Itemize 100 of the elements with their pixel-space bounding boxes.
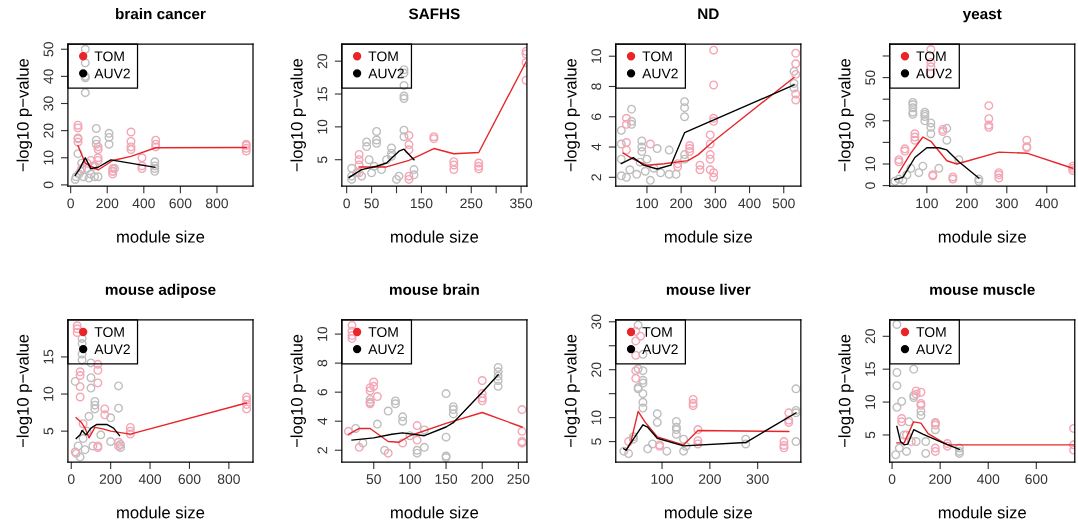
- x-tick-label: 500: [772, 198, 795, 209]
- y-tick-label: 10: [43, 386, 54, 401]
- x-axis-title: module size: [117, 506, 205, 519]
- x-axis-title: module size: [664, 506, 753, 519]
- x-tick-label: 200: [929, 474, 952, 485]
- x-tick-label: 50: [364, 198, 379, 209]
- legend-label: TOM: [642, 51, 672, 62]
- x-tick-label: 200: [99, 474, 122, 485]
- legend-label: TOM: [916, 327, 946, 337]
- x-tick-label: 800: [205, 198, 229, 209]
- y-tick-label: 5: [317, 156, 328, 164]
- y-tick-label: 5: [865, 431, 876, 439]
- x-tick-label: 300: [704, 198, 727, 209]
- y-tick-label: 15: [317, 86, 328, 101]
- x-tick-label: 800: [217, 474, 240, 485]
- x-tick-label: 0: [343, 198, 350, 209]
- x-axis-title: module size: [391, 506, 479, 519]
- y-tick-label: 20: [43, 123, 54, 138]
- legend-label: TOM: [368, 51, 398, 62]
- legend-label: TOM: [94, 327, 124, 337]
- chart-title: mouse liver: [666, 283, 751, 296]
- y-tick-label: 2: [591, 174, 602, 181]
- x-tick-label: 300: [746, 474, 769, 485]
- chart-title: SAFHS: [408, 8, 460, 20]
- y-axis-title: −log10 p−value: [838, 58, 854, 172]
- y-tick-label: 5: [43, 427, 54, 435]
- y-tick-label: 8: [591, 83, 602, 90]
- legend-label: AUV2: [94, 344, 130, 355]
- y-tick-label: 0: [43, 181, 54, 189]
- y-tick-label: 0: [865, 182, 876, 189]
- y-tick-label: 20: [865, 329, 876, 344]
- y-tick-label: 30: [43, 96, 54, 111]
- y-tick-label: 20: [591, 362, 602, 377]
- chart-title: mouse adipose: [105, 283, 216, 299]
- x-tick-label: 100: [651, 474, 674, 485]
- chart-title: yeast: [962, 9, 1002, 23]
- x-tick-label: 600: [178, 474, 201, 485]
- x-tick-label: 150: [410, 198, 433, 209]
- x-tick-label: 200: [471, 474, 494, 485]
- x-axis-title: module size: [938, 506, 1026, 519]
- y-axis-title: −log10 p−value: [838, 334, 854, 448]
- x-tick-label: 400: [976, 474, 1000, 485]
- x-tick-label: 400: [1035, 198, 1058, 209]
- legend-label: AUV2: [916, 68, 952, 79]
- y-tick-label: 10: [865, 394, 876, 409]
- y-tick-label: 30: [591, 314, 602, 329]
- x-tick-label: 600: [1025, 474, 1048, 485]
- x-tick-label: 200: [698, 474, 721, 485]
- x-tick-label: 400: [138, 474, 162, 485]
- y-tick-label: 40: [43, 69, 54, 84]
- x-axis-title: module size: [938, 230, 1026, 243]
- x-tick-label: 400: [132, 198, 155, 209]
- legend-label: AUV2: [368, 68, 404, 79]
- x-tick-label: 200: [96, 198, 119, 209]
- y-tick-label: 4: [591, 143, 602, 151]
- x-tick-label: 50: [366, 474, 381, 485]
- y-tick-label: 15: [43, 349, 54, 364]
- legend-label: TOM: [642, 327, 672, 337]
- y-axis-title: −log10 p−value: [290, 58, 306, 172]
- chart-title: mouse brain: [389, 283, 479, 296]
- x-axis-title: module size: [664, 230, 753, 243]
- chart-title: brain cancer: [116, 8, 206, 20]
- y-tick-label: 50: [865, 70, 876, 85]
- x-tick-label: 300: [995, 198, 1018, 209]
- chart-title: ND: [698, 8, 719, 20]
- x-tick-label: 400: [738, 198, 761, 209]
- x-tick-label: 600: [169, 198, 192, 209]
- x-tick-label: 0: [67, 198, 74, 209]
- legend-label: AUV2: [642, 344, 678, 355]
- y-axis-title: −log10 p−value: [564, 58, 580, 172]
- y-tick-label: 15: [865, 362, 876, 376]
- y-tick-label: 10: [591, 410, 602, 425]
- x-tick-label: 0: [888, 474, 896, 485]
- x-tick-label: 100: [916, 198, 938, 209]
- y-tick-label: 20: [317, 54, 328, 69]
- y-tick-label: 8: [317, 359, 328, 367]
- y-tick-label: 10: [865, 156, 876, 171]
- chart-title: mouse muscle: [930, 283, 1035, 296]
- legend-label: TOM: [368, 327, 398, 337]
- x-tick-label: 200: [955, 198, 978, 209]
- legend-label: AUV2: [916, 344, 952, 355]
- legend-label: AUV2: [368, 344, 404, 355]
- x-tick-label: 100: [399, 474, 421, 485]
- y-tick-label: 4: [317, 417, 328, 425]
- x-tick-label: 250: [460, 198, 483, 209]
- y-axis-title: −log10 p−value: [16, 58, 33, 172]
- y-axis-title: −log10 p−value: [290, 334, 306, 448]
- y-tick-label: 50: [43, 42, 54, 57]
- legend-label: TOM: [94, 51, 124, 62]
- x-tick-label: 200: [670, 198, 693, 209]
- legend-label: AUV2: [642, 68, 678, 79]
- legend-label: TOM: [916, 51, 946, 62]
- legend-label: AUV2: [94, 68, 130, 79]
- x-axis-title: module size: [391, 230, 479, 243]
- y-axis-title: −log10 p−value: [16, 334, 33, 448]
- y-tick-label: 30: [865, 113, 876, 128]
- y-tick-label: 10: [317, 326, 328, 341]
- y-tick-label: 5: [591, 438, 602, 445]
- y-tick-label: 10: [43, 150, 54, 165]
- y-tick-label: 6: [317, 388, 328, 396]
